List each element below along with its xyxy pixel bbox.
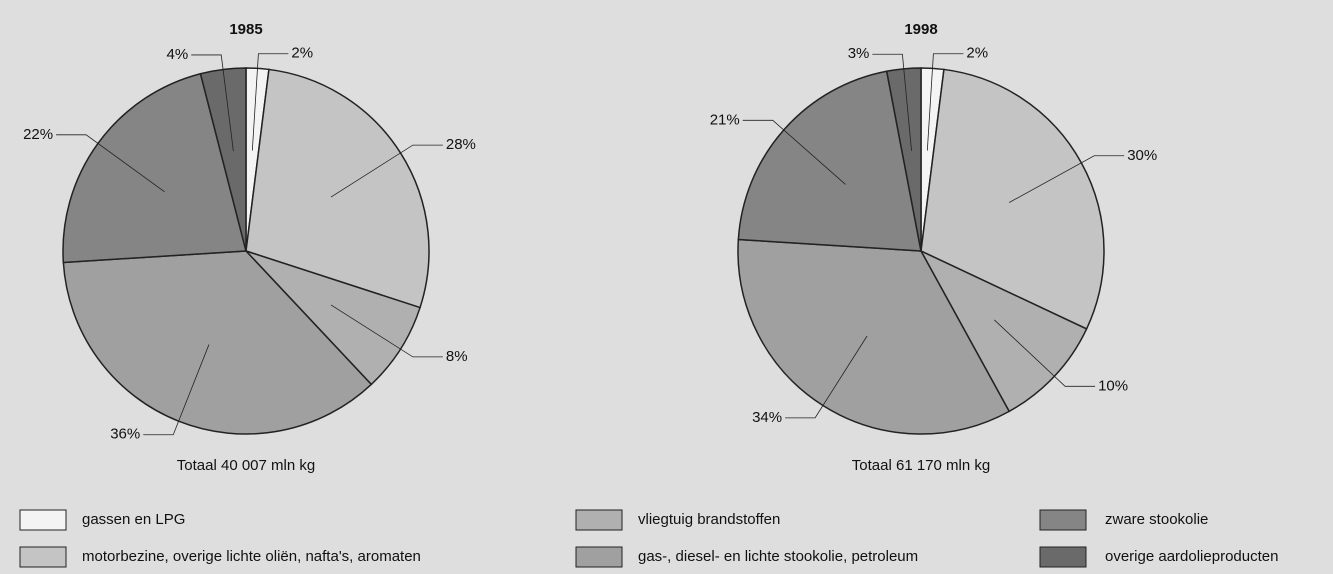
data-label: 22% (23, 126, 53, 143)
leader-line (330, 304, 443, 358)
legend-label: gas-, diesel- en lichte stookolie, petro… (638, 548, 918, 565)
legend-swatch (1039, 509, 1087, 531)
legend-label: motorbezine, overige lichte oliën, nafta… (82, 548, 421, 565)
data-label: 36% (110, 426, 140, 443)
chart-title: 1985 (229, 21, 262, 38)
data-label: 34% (752, 409, 782, 426)
leader-line (1009, 155, 1125, 203)
leader-line (872, 53, 912, 151)
leader-line (785, 335, 868, 419)
legend-swatch (19, 546, 67, 568)
data-label: 21% (710, 111, 740, 128)
data-label: 2% (966, 45, 988, 62)
legend-swatch (575, 546, 623, 568)
data-label: 28% (446, 136, 476, 153)
leader-line (742, 119, 846, 185)
legend-swatch (19, 509, 67, 531)
legend-label: vliegtuig brandstoffen (638, 511, 780, 528)
data-label: 8% (446, 348, 468, 365)
legend-swatch (1039, 546, 1087, 568)
data-label: 10% (1098, 377, 1128, 394)
leader-line (330, 144, 443, 198)
legend-label: zware stookolie (1105, 511, 1208, 528)
leader-line (191, 54, 234, 152)
leader-line (56, 134, 165, 193)
chart-title: 1998 (904, 21, 937, 38)
legend-label: gassen en LPG (82, 511, 185, 528)
legend-swatch (575, 509, 623, 531)
legend-label: overige aardolieproducten (1105, 548, 1278, 565)
chart-caption: Totaal 61 170 mln kg (852, 457, 990, 474)
chart-caption: Totaal 40 007 mln kg (177, 457, 315, 474)
leader-line (143, 344, 210, 436)
data-label: 3% (848, 45, 870, 62)
data-label: 2% (291, 45, 313, 62)
leader-line (994, 319, 1096, 387)
leader-line (926, 53, 964, 151)
leader-line (251, 53, 289, 151)
data-label: 4% (167, 46, 189, 63)
data-label: 30% (1127, 147, 1157, 164)
